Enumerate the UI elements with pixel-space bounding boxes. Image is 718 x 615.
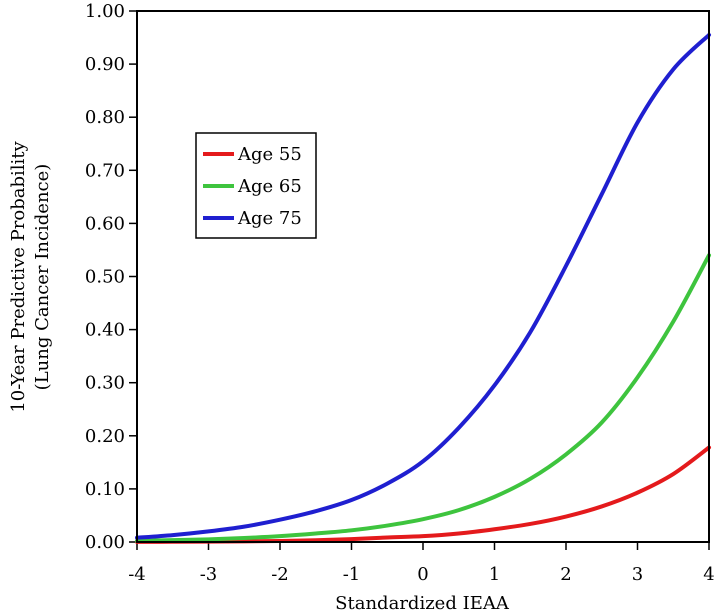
x-tick-label: -4 <box>128 564 146 585</box>
x-tick-label: 1 <box>489 564 500 585</box>
y-tick-label: 0.80 <box>85 107 125 128</box>
x-tick-label: -1 <box>343 564 361 585</box>
x-tick-label: -3 <box>200 564 218 585</box>
legend-label-age-75: Age 75 <box>237 208 302 229</box>
x-tick-label: 2 <box>560 564 571 585</box>
series-line-age-75 <box>135 32 711 540</box>
legend: Age 55 Age 65 Age 75 <box>195 132 317 239</box>
y-tick-label: 1.00 <box>85 1 125 22</box>
y-tick-label: 0.50 <box>85 267 125 288</box>
y-tick-label: 0.10 <box>85 479 125 500</box>
y-axis-title-line-2: (Lung Cancer Incidence) <box>32 164 53 391</box>
series-layer <box>135 32 711 544</box>
y-tick-label: 0.20 <box>85 426 125 447</box>
y-tick-label: 0.00 <box>85 532 125 553</box>
x-tick-label: 0 <box>417 564 428 585</box>
x-axis-title: Standardized IEAA <box>335 593 510 614</box>
series-line-age-65 <box>135 253 711 543</box>
x-tick-label: 4 <box>703 564 714 585</box>
y-axis-title: 10-Year Predictive Probability (Lung Can… <box>8 141 53 413</box>
plot-frame <box>136 10 710 543</box>
y-tick-label: 0.30 <box>85 373 125 394</box>
x-axis-ticks: -4 -3 -2 -1 0 1 2 3 4 <box>128 542 715 585</box>
y-tick-label: 0.40 <box>85 320 125 341</box>
y-axis-ticks: 0.00 0.10 0.20 0.30 0.40 0.50 0.60 0.70 0.80 0.90… <box>85 1 137 553</box>
y-tick-label: 0.90 <box>85 54 125 75</box>
legend-label-age-55: Age 55 <box>237 144 302 165</box>
legend-label-age-65: Age 65 <box>237 176 302 197</box>
y-tick-label: 0.60 <box>85 213 125 234</box>
y-tick-label: 0.70 <box>85 160 125 181</box>
x-tick-label: -2 <box>271 564 289 585</box>
y-axis-title-line-1: 10-Year Predictive Probability <box>8 141 29 413</box>
x-tick-label: 3 <box>632 564 643 585</box>
